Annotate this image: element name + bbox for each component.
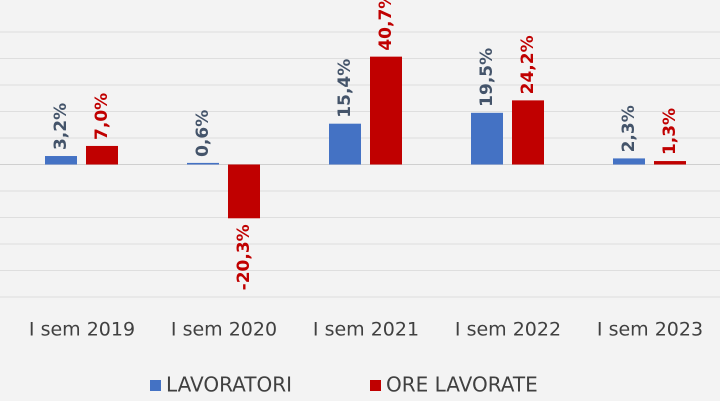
value-label: 24,2% <box>518 35 538 94</box>
value-label: 3,2% <box>51 103 71 150</box>
x-tick-label: I sem 2021 <box>313 319 419 341</box>
x-tick-label: I sem 2019 <box>29 319 135 341</box>
legend-swatch <box>370 380 381 391</box>
bar <box>471 112 503 165</box>
x-tick-label: I sem 2023 <box>597 319 703 341</box>
value-label: 15,4% <box>335 59 355 118</box>
value-label: 0,6% <box>193 110 213 157</box>
bar <box>613 158 645 165</box>
bar <box>512 100 544 165</box>
value-label: 19,5% <box>477 48 497 107</box>
bar <box>654 161 686 165</box>
legend-swatch <box>150 380 161 391</box>
bar <box>228 164 260 219</box>
value-label: 1,3% <box>660 108 680 155</box>
bar <box>86 145 118 165</box>
bar <box>187 162 219 165</box>
bar <box>370 56 402 165</box>
legend-label: ORE LAVORATE <box>386 373 538 397</box>
bar <box>45 156 77 165</box>
value-label: -20,3% <box>234 224 254 290</box>
value-label: 40,7% <box>376 0 396 51</box>
value-label: 2,3% <box>619 105 639 152</box>
x-tick-label: I sem 2022 <box>455 319 561 341</box>
legend-label: LAVORATORI <box>166 373 292 397</box>
value-label: 7,0% <box>92 93 112 140</box>
x-tick-label: I sem 2020 <box>171 319 277 341</box>
bar <box>329 123 361 165</box>
